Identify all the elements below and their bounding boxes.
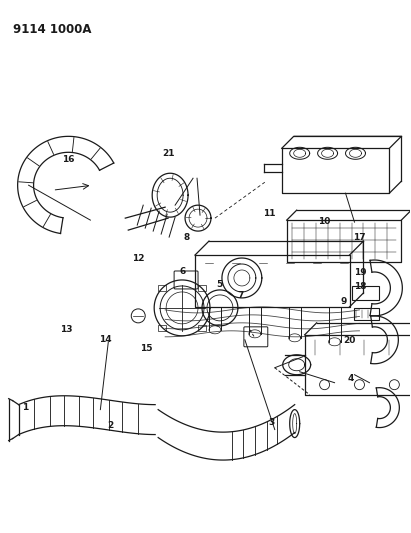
Text: 3: 3 — [268, 418, 274, 427]
Text: 16: 16 — [62, 155, 74, 164]
Text: 17: 17 — [353, 233, 365, 242]
FancyBboxPatch shape — [158, 285, 166, 291]
FancyBboxPatch shape — [351, 286, 379, 300]
Text: 9: 9 — [341, 296, 347, 305]
Text: 21: 21 — [162, 149, 175, 158]
FancyBboxPatch shape — [355, 308, 379, 320]
Text: 4: 4 — [348, 374, 354, 383]
Text: 19: 19 — [354, 269, 367, 277]
Text: 10: 10 — [318, 217, 330, 226]
Text: 13: 13 — [60, 325, 72, 334]
FancyBboxPatch shape — [198, 285, 206, 291]
Text: 20: 20 — [344, 336, 356, 345]
Text: 11: 11 — [263, 209, 275, 218]
Text: 12: 12 — [132, 254, 144, 263]
Text: 1: 1 — [22, 403, 28, 412]
FancyBboxPatch shape — [244, 327, 268, 347]
FancyBboxPatch shape — [158, 325, 166, 330]
Text: 5: 5 — [217, 279, 223, 288]
FancyBboxPatch shape — [198, 325, 206, 330]
Text: 6: 6 — [180, 268, 186, 276]
Text: 2: 2 — [107, 422, 113, 431]
Text: 14: 14 — [99, 335, 111, 344]
Text: 7: 7 — [237, 291, 243, 300]
Text: 18: 18 — [354, 282, 367, 291]
Text: 9114 1000A: 9114 1000A — [13, 22, 91, 36]
Text: 8: 8 — [184, 233, 190, 242]
Text: 15: 15 — [140, 344, 152, 353]
FancyBboxPatch shape — [174, 271, 198, 289]
